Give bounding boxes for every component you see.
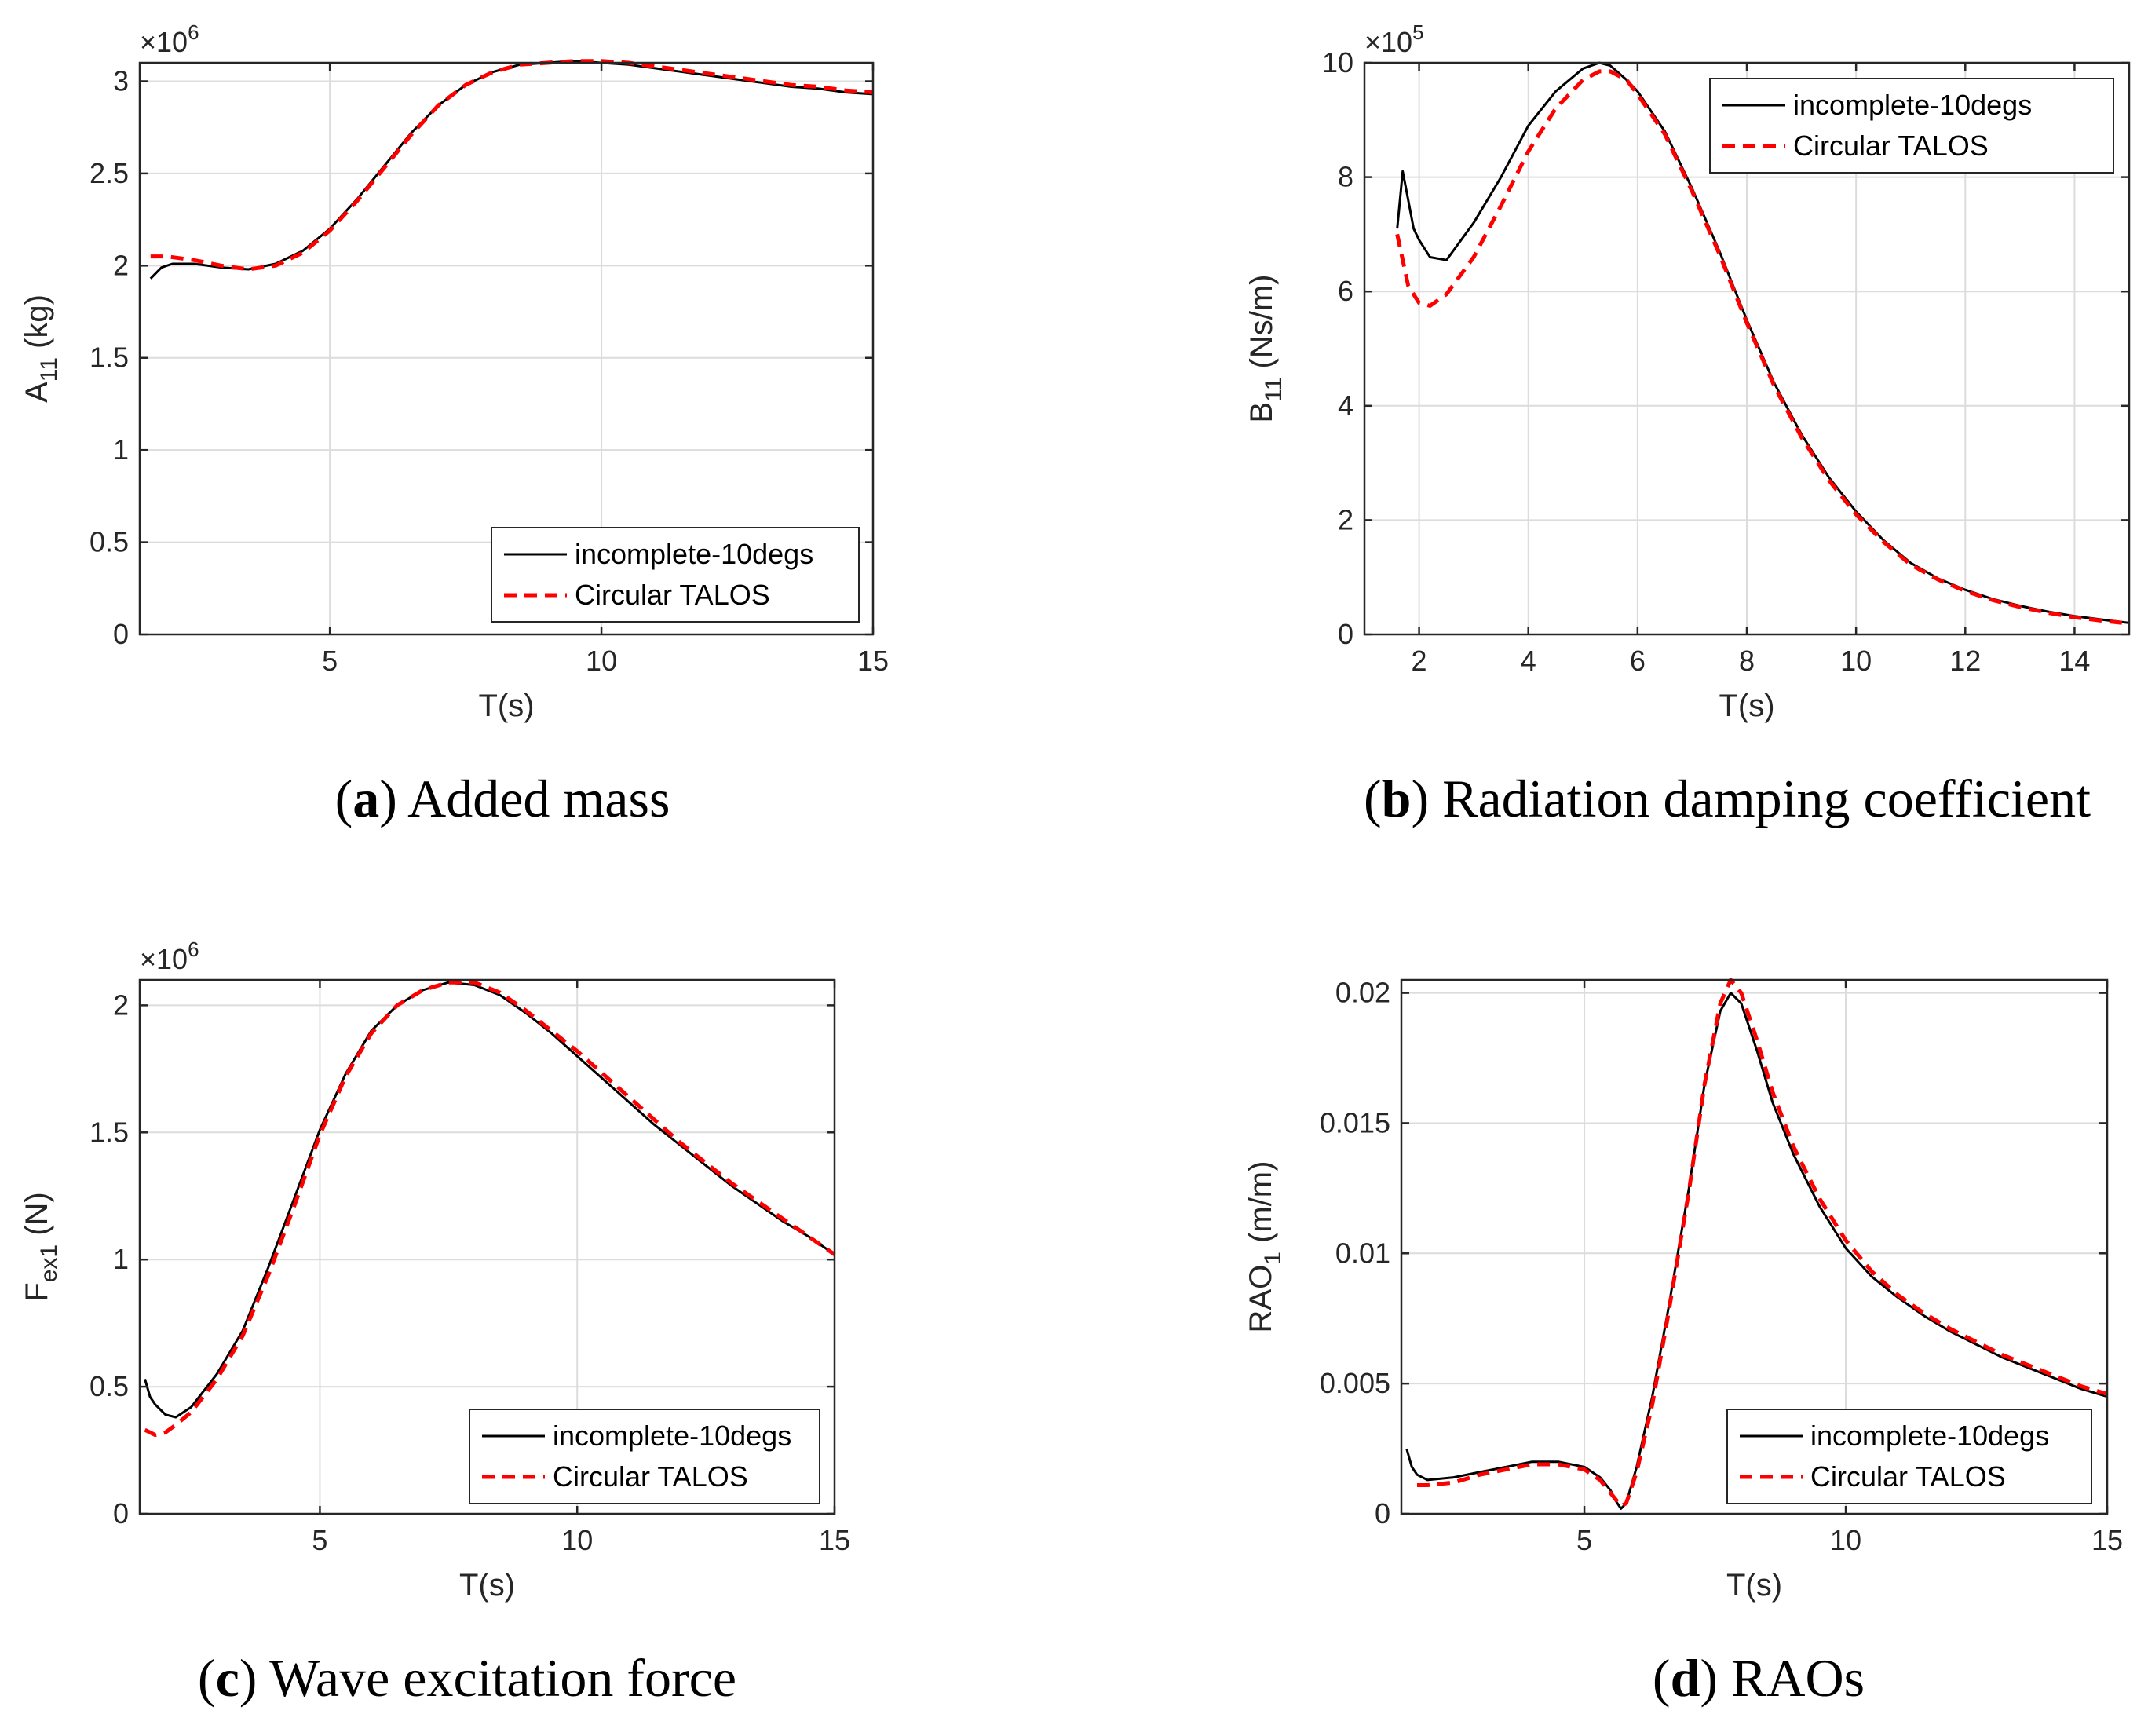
axis-exponent: ×106 <box>140 20 199 58</box>
y-tick-label: 1.5 <box>89 1116 129 1148</box>
series-line-circular <box>1417 978 2108 1508</box>
legend: incomplete-10degs Circular TALOS <box>1726 1409 2092 1504</box>
y-tick-label: 2 <box>113 989 129 1021</box>
y-tick-label: 8 <box>1338 161 1353 193</box>
legend-label: incomplete-10degs <box>1793 89 2032 121</box>
legend-box <box>469 1409 820 1504</box>
y-tick-label: 0.5 <box>89 1370 129 1402</box>
panel-caption: (a) Added mass <box>335 769 670 828</box>
y-tick-label: 0.5 <box>89 526 129 558</box>
y-tick-label: 0 <box>113 1497 129 1530</box>
chart-panel-c: 5 10 15 0 0.5 1 1.5 2 ×106 T(s) Fex1 (N) incomplete… <box>20 937 850 1708</box>
x-tick-label: 6 <box>1630 645 1646 677</box>
legend-label: incomplete-10degs <box>553 1420 791 1452</box>
y-tick-label: 1 <box>113 433 129 466</box>
legend: incomplete-10degs Circular TALOS <box>469 1409 820 1504</box>
legend-box <box>1709 78 2114 174</box>
y-tick-label: 2 <box>1338 503 1353 535</box>
x-tick-label: 4 <box>1521 645 1536 677</box>
x-tick-label: 8 <box>1739 645 1755 677</box>
y-axis-label: Fex1 (N) <box>20 1192 62 1301</box>
series-line-incomplete <box>144 981 835 1419</box>
series-line-circular <box>144 980 836 1438</box>
axis-exponent: ×105 <box>1364 20 1424 58</box>
axes-box <box>1400 978 2109 1515</box>
axes-box <box>138 978 836 1515</box>
y-tick-label: 0.015 <box>1320 1106 1390 1138</box>
legend-label: Circular TALOS <box>1793 130 1989 162</box>
panel-caption: (c) Wave excitation force <box>198 1648 736 1708</box>
y-tick-label: 0.01 <box>1335 1237 1390 1269</box>
x-axis-label: T(s) <box>459 1568 515 1603</box>
y-tick-label: 0.005 <box>1320 1367 1390 1399</box>
panel-caption: (d) RAOs <box>1653 1648 1865 1708</box>
axis-exponent: ×106 <box>140 937 199 975</box>
chart-panel-a: 5 10 15 0 0.5 1 1.5 2 2.5 3 ×106 T(s) A11 (kg) incomp… <box>20 20 889 828</box>
legend-label: Circular TALOS <box>575 579 770 611</box>
chart-panel-b: 2 4 6 8 10 12 14 0 2 4 6 8 10 ×105 T(s) B11 (Ns/m) incom… <box>1244 20 2131 828</box>
y-tick-label: 0 <box>113 618 129 650</box>
y-tick-label: 0 <box>1375 1497 1390 1530</box>
x-tick-label: 12 <box>1949 645 1981 677</box>
x-tick-label: 10 <box>1840 645 1872 677</box>
x-axis-label: T(s) <box>1719 689 1774 723</box>
y-tick-label: 2 <box>113 249 129 281</box>
legend-label: Circular TALOS <box>553 1460 748 1493</box>
x-tick-label: 5 <box>322 645 338 677</box>
x-tick-label: 10 <box>1830 1524 1861 1556</box>
x-tick-label: 15 <box>857 645 889 677</box>
panel-caption: (b) Radiation damping coefficient <box>1364 769 2091 828</box>
y-tick-label: 1.5 <box>89 342 129 374</box>
y-tick-label: 3 <box>113 64 129 97</box>
y-tick-label: 0.02 <box>1335 977 1390 1009</box>
chart-panel-d: 5 10 15 0 0.005 0.01 0.015 0.02 T(s) RAO1 (m/m) in… <box>1244 977 2123 1708</box>
x-tick-label: 14 <box>2058 645 2090 677</box>
y-tick-label: 4 <box>1338 389 1353 422</box>
x-tick-label: 2 <box>1412 645 1427 677</box>
series-line-circular <box>150 59 874 272</box>
y-tick-label: 10 <box>1322 46 1353 79</box>
x-tick-label: 15 <box>819 1524 850 1556</box>
legend-box <box>1726 1409 2092 1504</box>
y-tick-label: 6 <box>1338 275 1353 307</box>
y-tick-label: 2.5 <box>89 157 129 189</box>
x-tick-label: 5 <box>312 1524 327 1556</box>
y-axis-label: A11 (kg) <box>20 294 62 403</box>
y-axis-label: B11 (Ns/m) <box>1244 275 1287 423</box>
legend-label: incomplete-10degs <box>1810 1420 2049 1452</box>
x-tick-label: 15 <box>2091 1524 2123 1556</box>
legend-label: Circular TALOS <box>1810 1460 2006 1493</box>
y-tick-label: 1 <box>113 1243 129 1275</box>
x-tick-label: 5 <box>1576 1524 1592 1556</box>
series-line-circular <box>1395 69 2130 626</box>
x-tick-label: 10 <box>586 645 617 677</box>
y-tick-label: 0 <box>1338 618 1353 650</box>
x-axis-label: T(s) <box>1726 1568 1782 1603</box>
axes-box <box>138 61 875 636</box>
x-axis-label: T(s) <box>478 689 534 723</box>
x-tick-label: 10 <box>561 1524 593 1556</box>
legend-box <box>491 527 860 623</box>
legend-label: incomplete-10degs <box>575 538 813 570</box>
y-axis-label: RAO1 (m/m) <box>1244 1161 1286 1333</box>
legend: incomplete-10degs Circular TALOS <box>491 527 860 623</box>
legend: incomplete-10degs Circular TALOS <box>1709 78 2114 174</box>
